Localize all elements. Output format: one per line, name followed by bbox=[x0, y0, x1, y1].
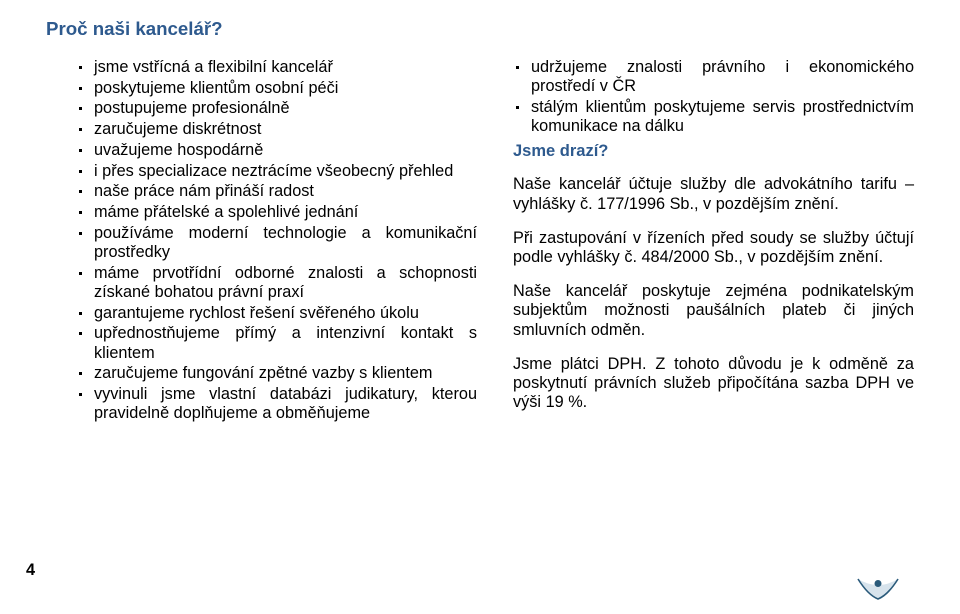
left-column: jsme vstřícná a flexibilní kancelář posky… bbox=[46, 58, 477, 428]
paragraph: Jsme plátci DPH. Z tohoto důvodu je k od… bbox=[513, 355, 914, 413]
paragraph: Při zastupování v řízeních před soudy se… bbox=[513, 229, 914, 267]
list-item: máme přátelské a spolehlivé jednání bbox=[94, 203, 477, 222]
list-item: i přes specializace neztrácíme všeobecný… bbox=[94, 162, 477, 181]
right-bullet-list: udržujeme znalosti právního i ekonomické… bbox=[513, 58, 914, 136]
page-number: 4 bbox=[26, 561, 35, 580]
list-item: stálým klientům poskytujeme servis prost… bbox=[531, 98, 914, 136]
list-item: upřednostňujeme přímý a intenzivní konta… bbox=[94, 324, 477, 362]
paragraph: Naše kancelář poskytuje zejména podnikat… bbox=[513, 282, 914, 340]
list-item: postupujeme profesionálně bbox=[94, 99, 477, 118]
document-page: Proč naši kancelář? jsme vstřícná a flex… bbox=[0, 0, 960, 428]
list-item: garantujeme rychlost řešení svěřeného úk… bbox=[94, 304, 477, 323]
left-bullet-list: jsme vstřícná a flexibilní kancelář posky… bbox=[76, 58, 477, 423]
section-subheading: Jsme drazí? bbox=[513, 142, 914, 161]
list-item: zaručujeme fungování zpětné vazby s klie… bbox=[94, 364, 477, 383]
footer-logo-icon bbox=[856, 577, 900, 606]
two-column-layout: jsme vstřícná a flexibilní kancelář posky… bbox=[46, 58, 914, 428]
page-heading: Proč naši kancelář? bbox=[46, 18, 914, 40]
list-item: naše práce nám přináší radost bbox=[94, 182, 477, 201]
list-item: uvažujeme hospodárně bbox=[94, 141, 477, 160]
list-item: vyvinuli jsme vlastní databázi judikatur… bbox=[94, 385, 477, 423]
right-column: udržujeme znalosti právního i ekonomické… bbox=[513, 58, 914, 428]
paragraph: Naše kancelář účtuje služby dle advokátn… bbox=[513, 175, 914, 213]
list-item: poskytujeme klientům osobní péči bbox=[94, 79, 477, 98]
list-item: zaručujeme diskrétnost bbox=[94, 120, 477, 139]
paragraphs-container: Naše kancelář účtuje služby dle advokátn… bbox=[513, 175, 914, 412]
list-item: jsme vstřícná a flexibilní kancelář bbox=[94, 58, 477, 77]
list-item: udržujeme znalosti právního i ekonomické… bbox=[531, 58, 914, 96]
list-item: používáme moderní technologie a komunika… bbox=[94, 224, 477, 262]
list-item: máme prvotřídní odborné znalosti a schop… bbox=[94, 264, 477, 302]
